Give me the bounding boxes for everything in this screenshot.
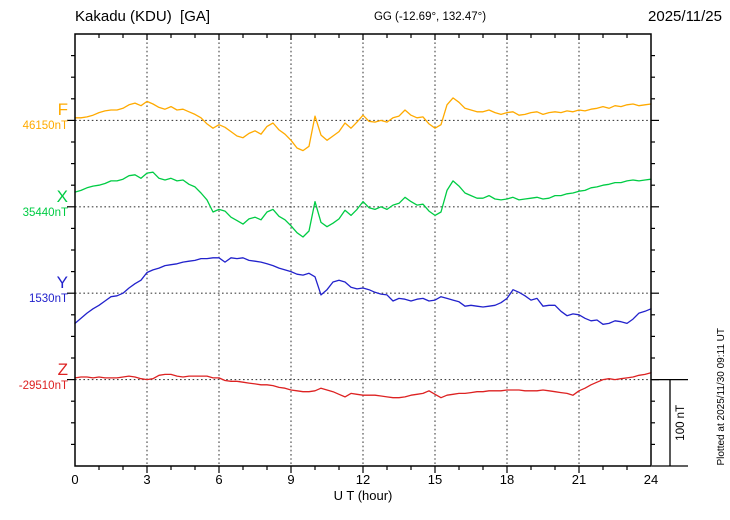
svg-text:9: 9 <box>287 472 294 487</box>
channel-label-z: Z -29510nT <box>0 361 68 393</box>
scale-bar-label: 100 nT <box>675 405 687 441</box>
svg-text:18: 18 <box>500 472 514 487</box>
channel-baseline-y: 1530nT <box>28 293 68 305</box>
channel-letter-z: Z <box>57 360 68 379</box>
channel-label-x: X 35440nT <box>0 188 68 220</box>
plotted-at-note: Plotted at 2025/11/30 09:11 UT <box>716 328 727 466</box>
channel-baseline-z: -29510nT <box>18 380 68 392</box>
svg-text:21: 21 <box>572 472 586 487</box>
channel-letter-y: Y <box>56 273 68 292</box>
svg-text:3: 3 <box>143 472 150 487</box>
station-title: Kakadu (KDU) [GA] <box>75 8 211 25</box>
plot-date: 2025/11/25 <box>648 8 722 25</box>
channel-label-f: F 46150nT <box>0 101 68 133</box>
svg-text:6: 6 <box>215 472 222 487</box>
svg-text:15: 15 <box>428 472 442 487</box>
svg-text:0: 0 <box>71 472 78 487</box>
channel-letter-f: F <box>57 100 68 119</box>
svg-text:U T (hour): U T (hour) <box>334 488 393 503</box>
geographic-coordinates: GG (-12.69°, 132.47°) <box>373 11 487 23</box>
svg-text:12: 12 <box>356 472 370 487</box>
svg-text:24: 24 <box>644 472 658 487</box>
channel-baseline-x: 35440nT <box>22 207 68 219</box>
channel-baseline-f: 46150nT <box>22 120 68 132</box>
channel-label-y: Y 1530nT <box>0 274 68 306</box>
channel-letter-x: X <box>56 187 68 206</box>
